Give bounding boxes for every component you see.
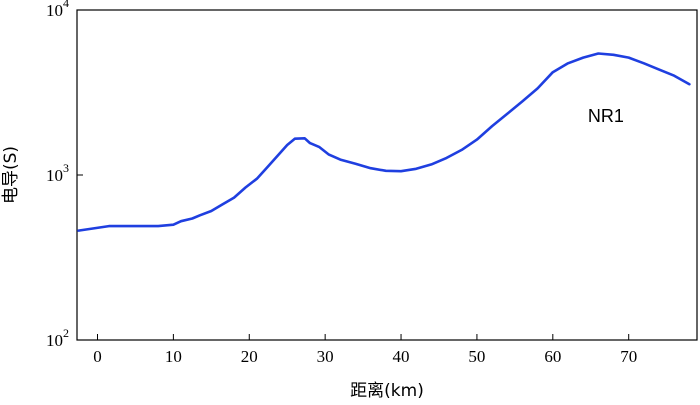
x-tick-label: 0	[93, 347, 102, 366]
x-tick-label: 20	[241, 347, 258, 366]
x-tick-label: 60	[544, 347, 561, 366]
x-axis-ticks: 0 10 20 30 40 50 60 70	[93, 334, 637, 366]
x-tick-label: 10	[165, 347, 182, 366]
y-tick-label: 104	[46, 0, 69, 20]
y-tick-label: 103	[46, 161, 69, 185]
y-axis-ticks: 102 103 104	[46, 0, 83, 350]
series-group	[77, 52, 691, 232]
x-tick-label: 70	[620, 347, 637, 366]
y-tick-label: 102	[46, 326, 69, 350]
annotation-label: NR1	[588, 106, 624, 126]
x-tick-label: 30	[317, 347, 334, 366]
x-tick-label: 50	[468, 347, 485, 366]
series-line	[77, 52, 691, 232]
x-tick-label: 40	[393, 347, 410, 366]
y-axis-label: 电导(S)	[1, 146, 21, 204]
x-axis-label: 距离(km)	[350, 381, 424, 401]
plot-frame	[76, 9, 698, 341]
